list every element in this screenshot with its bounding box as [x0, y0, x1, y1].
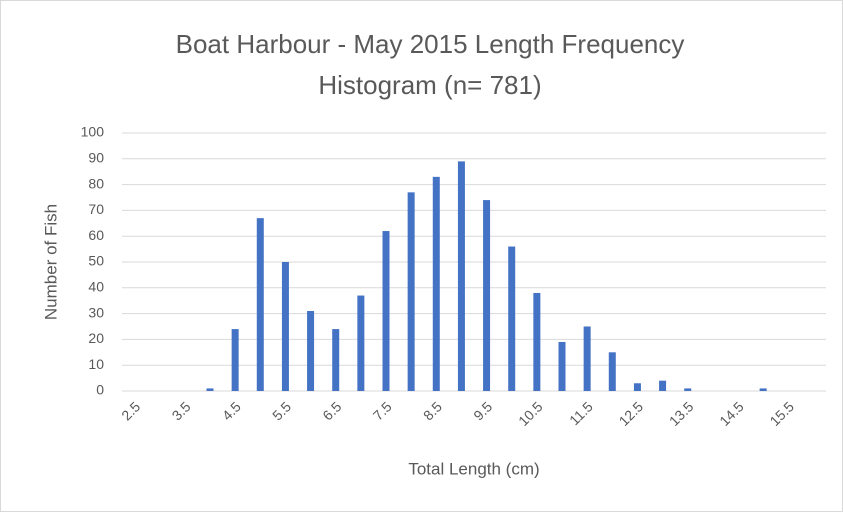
bar	[407, 192, 415, 391]
y-tick-label: 30	[88, 304, 104, 320]
bar	[206, 388, 214, 391]
y-tick-label: 50	[88, 253, 104, 269]
bar	[508, 246, 516, 391]
bar	[583, 326, 591, 391]
x-axis-title: Total Length (cm)	[408, 459, 539, 478]
y-tick-label: 70	[88, 201, 104, 217]
chart-title: Boat Harbour - May 2015 Length Frequency	[176, 29, 685, 59]
y-axis-title: Number of Fish	[41, 204, 60, 320]
y-tick-label: 90	[88, 150, 104, 166]
y-tick-label: 40	[88, 279, 104, 295]
bar	[759, 388, 767, 391]
chart-title: Histogram (n= 781)	[318, 70, 541, 100]
bar	[659, 380, 667, 391]
bar	[533, 292, 541, 391]
bar	[483, 200, 491, 391]
y-tick-label: 0	[96, 382, 104, 398]
y-tick-label: 20	[88, 330, 104, 346]
bar	[684, 388, 692, 391]
bar	[231, 329, 239, 391]
bar	[382, 231, 390, 391]
y-tick-label: 10	[88, 356, 104, 372]
y-tick-label: 80	[88, 175, 104, 191]
bar	[332, 329, 340, 391]
bar	[256, 218, 264, 391]
bar	[633, 383, 641, 391]
bar	[457, 161, 465, 391]
bar	[281, 262, 289, 391]
y-tick-label: 60	[88, 227, 104, 243]
y-tick-label: 100	[81, 124, 105, 140]
bar	[608, 352, 616, 391]
bar	[357, 295, 365, 391]
bar	[307, 311, 315, 391]
bar	[432, 176, 440, 391]
bar	[558, 341, 566, 391]
